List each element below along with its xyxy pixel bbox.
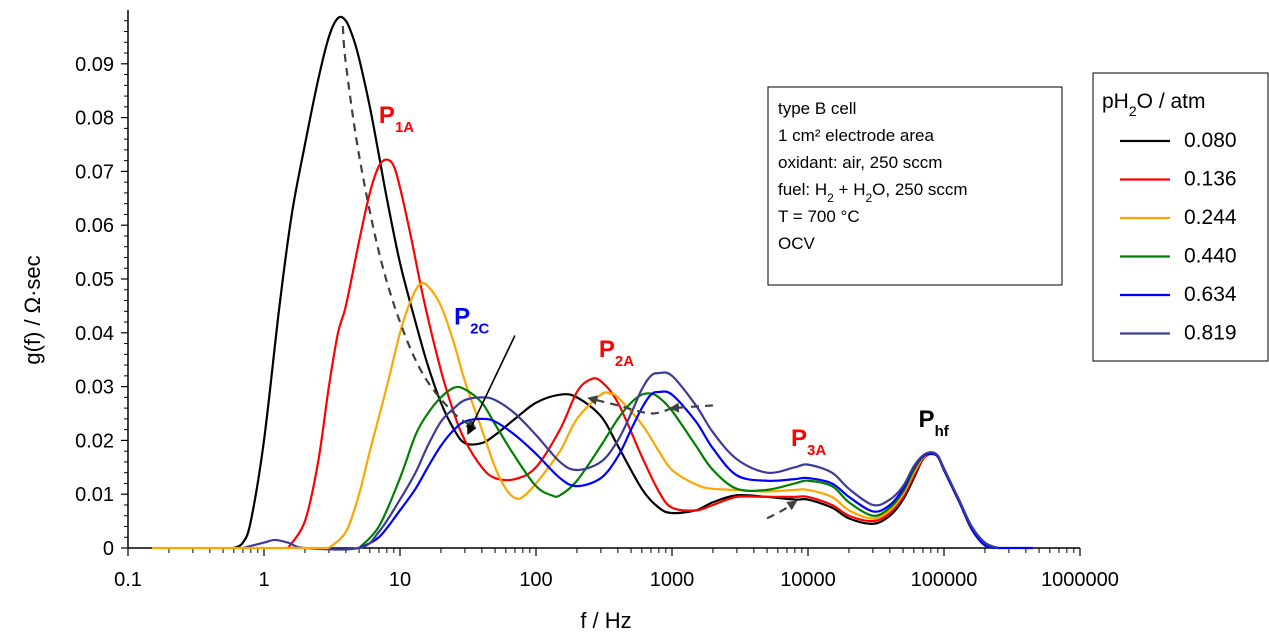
y-tick-label: 0.09 [75,54,114,76]
conditions-box-frame [767,86,1063,286]
legend: pH2O / atm 0.080 0.136 0.244 0.440 0.634 0.81… [1092,72,1269,362]
peak-label-sub: 3A [807,441,826,458]
legend-label-0.136: 0.136 [1184,168,1237,191]
y-tick-label: 0.05 [75,269,114,291]
peak-label-sub: hf [935,422,950,439]
trend-arrow-3 [669,402,714,413]
x-tick-label: 1000 [650,569,695,591]
legend-label-0.080: 0.080 [1184,129,1237,152]
peak-label-2A: P2A [599,336,634,370]
peak-label-main: P [791,425,807,452]
peak-label-main: P [379,102,395,129]
trend-arrow-2 [587,395,673,415]
y-tick-label: 0 [103,538,114,560]
legend-label-0.634: 0.634 [1184,283,1237,306]
conditions-box: type B cell 1 cm² electrode area oxidant: … [767,86,1063,286]
x-axis-title: f / Hz [580,608,631,632]
trend-arrow-4 [766,500,798,520]
series-line-0.080 [233,15,999,550]
x-tick-label: 10000 [780,569,836,591]
y-tick-label: 0.01 [75,484,114,506]
series-line-0.136 [287,158,999,550]
y-tick-label: 0.08 [75,108,114,130]
peak-label-1A: P1A [379,102,414,136]
peak-label-main: P [599,336,615,363]
conditions-line: OCV [778,234,816,253]
conditions-line: oxidant: air, 250 sccm [778,153,942,172]
peak-label-main: P [919,406,935,433]
legend-label-0.440: 0.440 [1184,245,1237,268]
peak-arrows [341,26,798,520]
peak-label-main: P [454,304,470,331]
y-tick-label: 0.07 [75,161,114,183]
y-tick-label: 0.06 [75,215,114,237]
x-tick-label: 0.1 [114,569,142,591]
legend-label-0.819: 0.819 [1184,322,1237,345]
x-tick-label: 1 [258,569,269,591]
peak-label-3A: P3A [791,425,826,459]
y-axis-title: g(f) / Ω·sec [20,255,45,364]
peak-label-2C: P2C [454,304,489,338]
p2c-pointer-arrow [467,335,516,436]
peak-label-sub: 1A [395,118,414,135]
x-tick-label: 1000000 [1041,569,1119,591]
peak-label-sub: 2A [615,353,634,370]
y-tick-label: 0.04 [75,323,114,345]
legend-label-0.244: 0.244 [1184,206,1237,229]
series-line-0.440 [358,385,999,550]
x-tick-label: 10 [389,569,411,591]
peak-label-sub: 2C [470,320,489,337]
peak-label-hf: Phf [919,406,950,440]
conditions-line: fuel: H2 + H2O, 250 sccm [778,180,968,205]
x-tick-label: 100000 [911,569,978,591]
legend-frame [1092,72,1269,362]
conditions-line: type B cell [778,99,856,118]
trend-arrow-1 [341,26,477,429]
conditions-line: 1 cm² electrode area [778,126,934,145]
y-tick-label: 0.02 [75,430,114,452]
conditions-line: T = 700 °C [778,207,860,226]
axes: 0.1 1 10 100 1000 10000 100000 1000000 0 0.01 0.02… [75,10,1119,591]
legend-title: pH2O / atm [1102,90,1206,119]
series-line-0.819 [242,371,999,551]
y-tick-label: 0.03 [75,377,114,399]
x-tick-label: 100 [519,569,552,591]
